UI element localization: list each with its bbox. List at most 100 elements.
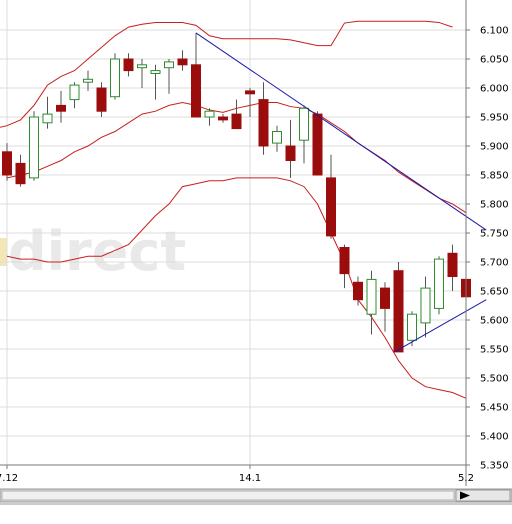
scroll-arrow-icon xyxy=(460,491,470,500)
candle-body-up xyxy=(299,107,309,141)
candle-body-down xyxy=(339,247,350,275)
trendline xyxy=(394,299,487,353)
candle xyxy=(191,32,201,118)
candle-body-down xyxy=(326,177,336,237)
candle xyxy=(393,262,404,353)
candle xyxy=(272,125,282,152)
candle xyxy=(123,53,134,77)
candle-body-down xyxy=(123,58,134,72)
candle xyxy=(258,82,269,155)
candle-body-down xyxy=(15,162,26,185)
x-tick-label: 5.2 xyxy=(458,473,474,484)
bollinger-lower-line xyxy=(6,177,467,399)
candle-body-up xyxy=(137,64,147,69)
candle xyxy=(137,59,147,88)
candle xyxy=(177,50,188,71)
candle-body-up xyxy=(420,287,431,324)
candle xyxy=(42,96,53,129)
candle-body-down xyxy=(218,116,228,121)
y-axis-labels: 6.100 6.050 6.000 5.950 5.900 5.850 5.800 5.750… xyxy=(466,26,509,472)
candle-body-down xyxy=(380,287,390,309)
x-axis-labels: 7.12 14.1 5.2 xyxy=(0,465,474,484)
candle-body-down xyxy=(2,151,12,176)
candle-body-up xyxy=(42,113,53,124)
candle-body-up xyxy=(204,110,215,118)
y-tick-label: 5.800 xyxy=(480,200,509,211)
candle-body-down xyxy=(245,90,255,95)
candle xyxy=(204,108,215,126)
y-tick-label: 5.400 xyxy=(480,432,509,443)
x-tick-label: 14.1 xyxy=(239,473,261,484)
y-tick-label: 5.450 xyxy=(480,403,509,414)
y-tick-label: 5.900 xyxy=(480,142,509,153)
candle-body-down xyxy=(393,270,404,353)
y-tick-label: 5.700 xyxy=(480,258,509,269)
trendline xyxy=(195,32,487,231)
candle xyxy=(434,256,444,315)
trendlines xyxy=(195,32,487,353)
scroll-right-button[interactable] xyxy=(455,489,511,502)
watermark-text: direct xyxy=(8,220,186,283)
candle-body-up xyxy=(150,70,161,74)
candle xyxy=(299,105,309,164)
candle xyxy=(447,244,458,291)
watermark-logo-fragment xyxy=(0,238,7,266)
y-tick-label: 6.100 xyxy=(480,26,509,37)
candle-body-down xyxy=(285,145,296,161)
candle-body-down xyxy=(177,58,188,66)
candle xyxy=(96,82,107,117)
candle-body-up xyxy=(110,58,120,98)
candle xyxy=(150,64,161,100)
candle xyxy=(29,111,39,181)
candle-body-down xyxy=(231,113,242,130)
candle xyxy=(15,154,26,187)
candle xyxy=(312,111,323,176)
y-tick-label: 5.650 xyxy=(480,287,509,298)
candle xyxy=(366,270,377,335)
scrollbar-thumb[interactable] xyxy=(1,490,455,501)
y-tick-label: 6.050 xyxy=(480,55,509,66)
candle-body-down xyxy=(96,87,107,112)
candle xyxy=(69,82,80,109)
candle xyxy=(2,143,12,181)
candle-body-up xyxy=(366,278,377,315)
candle-body-up xyxy=(434,258,444,309)
candle xyxy=(380,282,390,332)
y-tick-label: 5.600 xyxy=(480,316,509,327)
y-tick-label: 6.000 xyxy=(480,84,509,95)
candle xyxy=(83,70,93,91)
candle xyxy=(420,276,431,338)
candle-body-down xyxy=(312,113,323,176)
y-tick-label: 5.850 xyxy=(480,171,509,182)
candle xyxy=(218,114,228,123)
horizontal-scrollbar[interactable] xyxy=(0,488,512,503)
candle-body-up xyxy=(29,116,39,179)
candle-body-up xyxy=(407,313,417,341)
candle xyxy=(245,88,255,117)
y-tick-label: 5.750 xyxy=(480,229,509,240)
candle-body-up xyxy=(83,78,93,83)
candle-body-up xyxy=(69,84,80,101)
y-tick-label: 5.550 xyxy=(480,345,509,356)
y-tick-label: 5.500 xyxy=(480,374,509,385)
y-tick-label: 5.950 xyxy=(480,113,509,124)
candle xyxy=(407,311,417,347)
candle-body-up xyxy=(164,61,174,69)
bollinger-upper-line xyxy=(0,20,453,128)
candle xyxy=(56,90,66,123)
candle xyxy=(231,99,242,130)
candle xyxy=(353,276,363,306)
x-tick-label: 7.12 xyxy=(0,473,18,484)
candle-body-down xyxy=(353,281,363,301)
candle-body-down xyxy=(191,64,201,118)
candle xyxy=(326,154,336,239)
candle-body-down xyxy=(447,252,458,278)
candle-body-up xyxy=(272,131,282,144)
candle-body-down xyxy=(56,104,66,112)
candle xyxy=(164,59,174,94)
candle xyxy=(339,244,350,289)
candle xyxy=(110,53,120,100)
candle-body-down xyxy=(258,99,269,147)
candle xyxy=(285,119,296,178)
